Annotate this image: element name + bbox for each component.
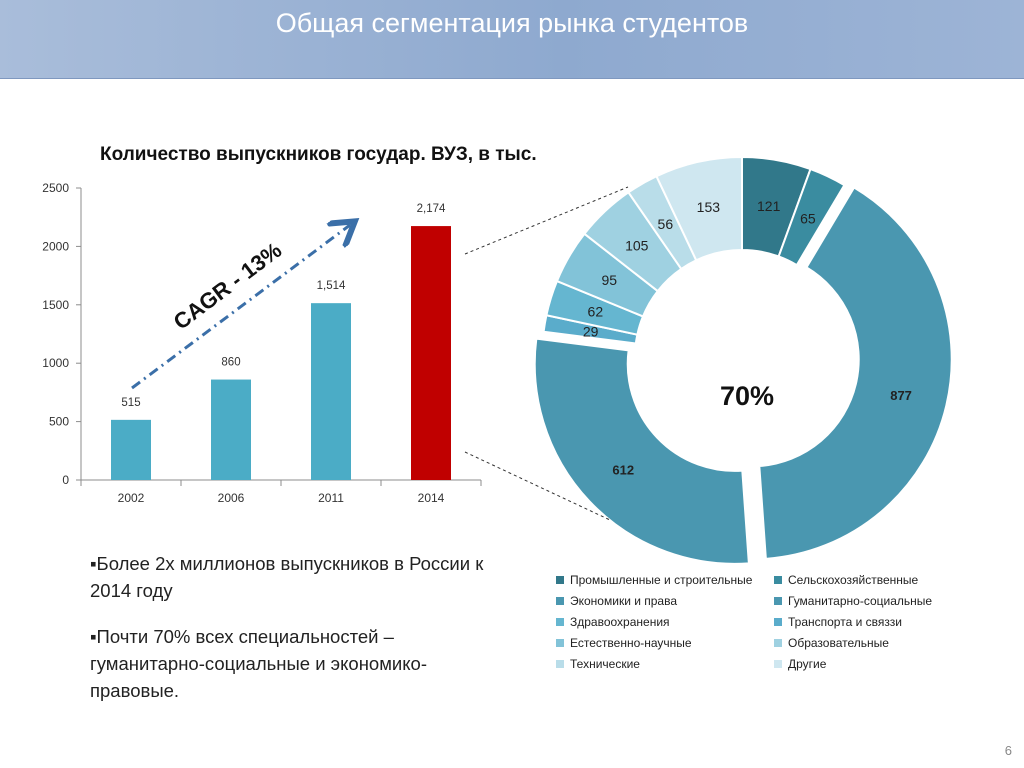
legend-swatch — [556, 659, 564, 668]
donut-slice-label: 877 — [890, 388, 912, 403]
y-tick-label: 500 — [49, 415, 69, 429]
bar-2014 — [411, 226, 451, 480]
bar-2011 — [311, 303, 351, 480]
legend-swatch — [774, 575, 782, 584]
legend-swatch — [774, 638, 782, 647]
donut-slice-label: 105 — [625, 237, 649, 253]
page-number: 6 — [1004, 743, 1012, 758]
donut-slice-label: 121 — [757, 198, 781, 214]
legend-item: Транспорта и связзи — [774, 612, 974, 631]
legend-item: Технические — [556, 654, 774, 673]
y-tick-label: 2000 — [42, 239, 69, 253]
y-tick-label: 1000 — [42, 356, 69, 370]
connector-lines — [464, 186, 629, 521]
legend-swatch — [556, 575, 564, 584]
legend-item: Образовательные — [774, 633, 974, 652]
donut-slice-10 — [655, 155, 743, 262]
legend-swatch — [556, 617, 564, 626]
donut-slice-4 — [533, 337, 750, 565]
bullet-list: ▪Более 2х миллионов выпускников в России… — [90, 550, 490, 723]
donut-center-label: 70% — [720, 381, 774, 411]
legend-label: Другие — [788, 656, 827, 671]
legend-item: Здравоохранения — [556, 612, 774, 631]
y-tick-label: 2500 — [42, 181, 69, 195]
legend-item: Другие — [774, 654, 974, 673]
legend-label: Гуманитарно-социальные — [788, 593, 933, 608]
title-bar: Общая сегментация рынка студентов — [0, 0, 1024, 79]
bar-2006 — [211, 379, 251, 480]
legend-label: Естественно-научные — [570, 635, 692, 650]
legend-swatch — [774, 596, 782, 605]
donut-slice-label: 56 — [658, 216, 674, 232]
legend-label: Здравоохранения — [570, 614, 670, 629]
donut-chart: 121 65 877 612 29 62 95 105 56 153 70% — [533, 155, 953, 565]
bar-value-label: 2,174 — [417, 203, 446, 215]
bar-2002 — [111, 419, 151, 480]
donut-slice-label: 153 — [697, 199, 721, 215]
donut-slice-label: 95 — [601, 272, 617, 288]
legend-label: Образовательные — [788, 635, 889, 650]
legend-item: Промышленные и строительные — [556, 570, 774, 589]
connector-lower — [464, 451, 611, 521]
bullet-item-2: ▪Почти 70% всех специальностей – гуманит… — [90, 626, 428, 701]
donut-slice-label: 29 — [583, 323, 599, 339]
x-tick-label: 2014 — [418, 491, 445, 505]
legend-swatch — [556, 596, 564, 605]
bar-chart-title: Количество выпускников государ. ВУЗ, в т… — [100, 144, 537, 165]
y-tick-label: 1500 — [42, 298, 69, 312]
bar-value-label: 860 — [221, 357, 240, 369]
legend-swatch — [774, 617, 782, 626]
donut-slice-label: 65 — [800, 210, 816, 226]
bar-value-label: 1,514 — [317, 280, 346, 292]
x-tick-label: 2011 — [318, 491, 344, 505]
legend-label: Транспорта и связзи — [788, 614, 902, 629]
legend-label: Сельскохозяйственные — [788, 572, 919, 587]
legend-item: Сельскохозяйственные — [774, 570, 974, 589]
legend-label: Промышленные и строительные — [570, 572, 753, 587]
donut-slice-label: 612 — [612, 462, 634, 477]
bar-value-label: 515 — [121, 397, 140, 409]
legend-item: Экономики и права — [556, 591, 774, 610]
bullet-item-1: ▪Более 2х миллионов выпускников в России… — [90, 553, 484, 601]
x-tick-label: 2002 — [118, 491, 145, 505]
bar-chart: 0 500 1000 1500 2000 2500 515 2002 860 2006 1,514 2… — [42, 181, 482, 505]
legend-item: Естественно-научные — [556, 633, 774, 652]
legend-swatch — [556, 638, 564, 647]
cagr-trend-arrow — [131, 225, 350, 390]
legend-item: Гуманитарно-социальные — [774, 591, 974, 610]
donut-slice-label: 62 — [588, 304, 604, 320]
x-tick-label: 2006 — [218, 491, 245, 505]
legend-swatch — [774, 659, 782, 668]
donut-legend: Промышленные и строительные Сельскохозяйс… — [556, 570, 976, 673]
connector-upper — [464, 186, 629, 255]
donut-slice-3 — [758, 186, 953, 560]
y-tick-label: 0 — [62, 473, 69, 487]
legend-label: Экономики и права — [570, 593, 678, 608]
slide-title: Общая сегментация рынка студентов — [275, 8, 749, 38]
legend-label: Технические — [570, 656, 640, 671]
donut-slice-2 — [777, 167, 846, 267]
